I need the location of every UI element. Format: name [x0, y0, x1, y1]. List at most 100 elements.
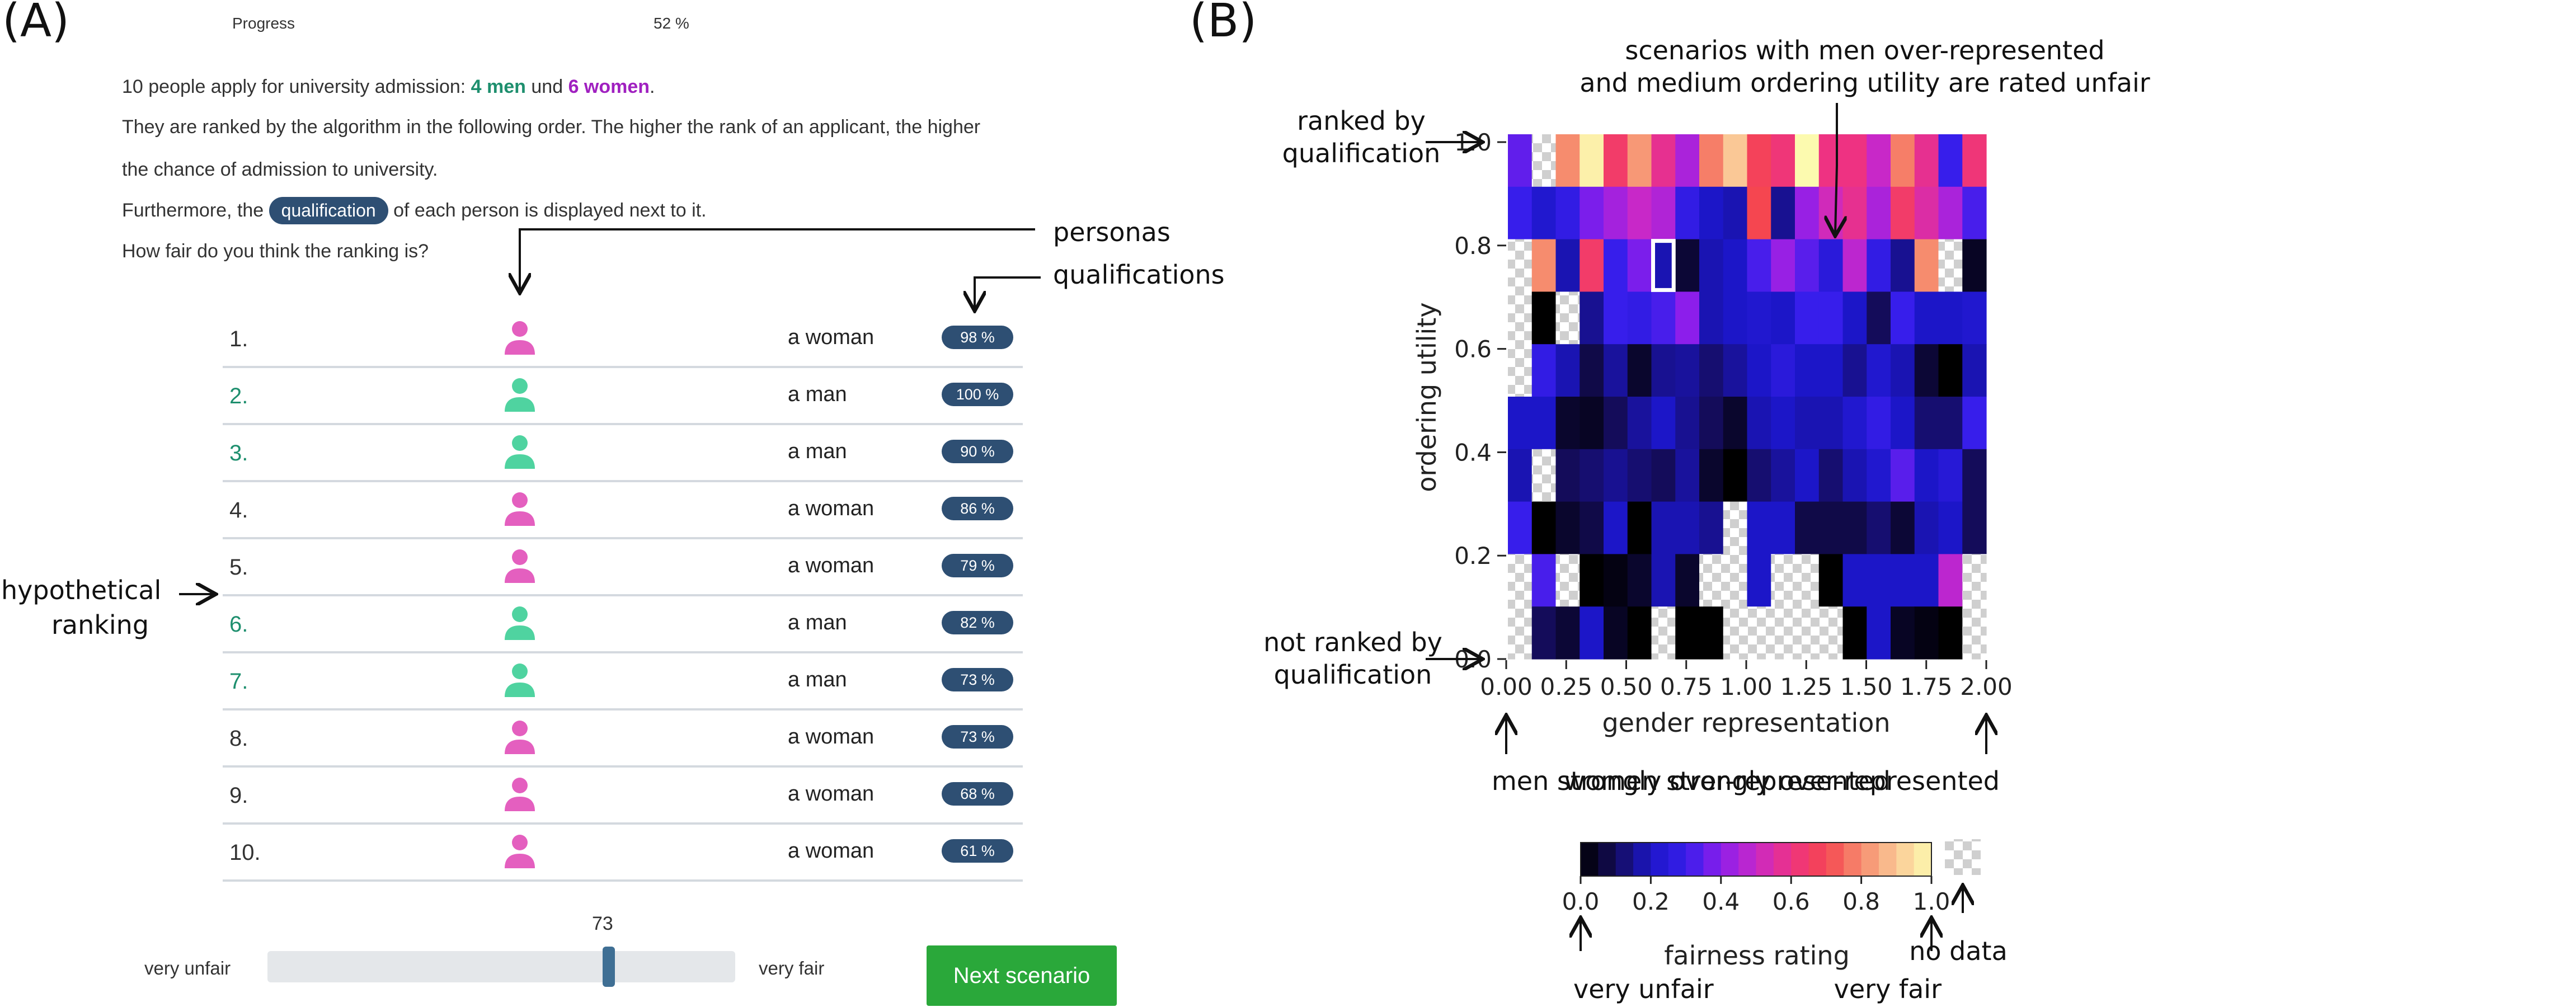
- heatmap-cell: [1867, 606, 1891, 660]
- persona-label: a woman: [788, 326, 875, 349]
- not-ranked-annotation-line-1: not ranked by: [1263, 627, 1442, 657]
- heatmap-cell: [1938, 344, 1963, 397]
- heatmap-cell: [1891, 186, 1915, 240]
- heatmap-cell: [1914, 606, 1939, 660]
- persona-label: a man: [788, 440, 847, 463]
- persona-label: a woman: [788, 497, 875, 520]
- colorbar-segment: [1756, 843, 1774, 876]
- heatmap-cell: [1604, 186, 1628, 240]
- men-count: 4 men: [471, 76, 526, 97]
- highlighted-cell: [1651, 239, 1676, 292]
- women-over-represented-annotation: women strongly over-represented: [1564, 766, 2000, 796]
- heatmap-cell-no-data: [1531, 449, 1557, 502]
- y-tick-label: 0.2: [1454, 542, 1492, 570]
- heatmap-cell: [1771, 397, 1795, 450]
- heatmap-cell: [1675, 554, 1700, 607]
- heatmap-cell: [1867, 186, 1891, 240]
- rank-number: 4.: [229, 498, 248, 523]
- heatmap-cell: [1508, 501, 1533, 554]
- colorbar-segment: [1861, 843, 1879, 876]
- heatmap-cell: [1723, 186, 1748, 240]
- heatmap-cell: [1891, 239, 1915, 292]
- colorbar-tick-label: 0.0: [1562, 888, 1600, 915]
- heatmap-cell: [1914, 397, 1939, 450]
- heatmap-cell: [1818, 239, 1844, 292]
- heatmap-cell: [1531, 397, 1557, 450]
- fairness-slider-thumb[interactable]: [603, 947, 615, 987]
- progress-value: 52 %: [654, 15, 689, 32]
- heatmap-cell: [1555, 397, 1580, 450]
- no-data-annotation: no data: [1909, 936, 2008, 966]
- qualification-badge: 61 %: [942, 839, 1013, 863]
- heatmap-cell: [1723, 291, 1748, 345]
- heatmap-cell: [1747, 501, 1771, 554]
- heatmap-cell: [1842, 397, 1867, 450]
- ranking-row: 10. a woman 61 %: [223, 822, 1023, 882]
- heatmap-cell: [1651, 397, 1676, 450]
- instruction-line-3: the chance of admission to university.: [122, 159, 438, 180]
- persona-label: a man: [788, 611, 847, 634]
- heatmap-cell: [1818, 501, 1844, 554]
- rank-number: 9.: [229, 783, 248, 808]
- heatmap-cell-no-data: [1651, 606, 1676, 660]
- qualification-badge: 98 %: [942, 326, 1013, 349]
- heatmap-cell: [1555, 344, 1580, 397]
- instruction-line-4-post: of each person is displayed next to it.: [388, 200, 707, 221]
- heatmap-cell-no-data: [1508, 606, 1533, 660]
- heatmap-cell-no-data: [1723, 554, 1748, 607]
- y-tick-label: 0.4: [1454, 439, 1492, 466]
- colorbar-tick-label: 1.0: [1913, 888, 1950, 915]
- heatmap-cell: [1962, 134, 1987, 187]
- heatmap-cell: [1842, 554, 1867, 607]
- heatmap-cell: [1580, 291, 1604, 345]
- heatmap-cell: [1699, 606, 1724, 660]
- heatmap-cell-no-data: [1771, 606, 1795, 660]
- qualification-badge: 100 %: [942, 383, 1013, 406]
- heatmap-cell: [1580, 344, 1604, 397]
- men-over-represented-annotation: men strongly over-represented: [1492, 766, 1891, 796]
- woman-person-icon: [502, 547, 537, 584]
- heatmap-cell: [1747, 397, 1771, 450]
- heatmap-cell: [1699, 397, 1724, 450]
- heatmap-cell: [1938, 449, 1963, 502]
- heatmap-cell: [1771, 344, 1795, 397]
- ranking-annotation: ranking: [51, 610, 149, 640]
- rank-number: 7.: [229, 669, 248, 694]
- fairness-slider-track[interactable]: [267, 951, 735, 982]
- ranked-by-annotation-line-2: qualification: [1282, 138, 1441, 168]
- y-axis-label: ordering utility: [1412, 302, 1442, 492]
- heatmap-cell: [1555, 501, 1580, 554]
- y-tick-label: 0.8: [1454, 232, 1492, 260]
- ranking-row: 5. a woman 79 %: [223, 537, 1023, 596]
- qualification-badge: 73 %: [942, 725, 1013, 749]
- heatmap-cell: [1675, 501, 1700, 554]
- heatmap-cell: [1555, 134, 1580, 187]
- unfair-scenarios-annotation-line-1: scenarios with men over-represented: [1625, 35, 2104, 65]
- ranking-row: 4. a woman 86 %: [223, 480, 1023, 539]
- rank-number: 6.: [229, 612, 248, 637]
- colorbar-segment: [1826, 843, 1844, 876]
- ranking-row: 9. a woman 68 %: [223, 765, 1023, 825]
- man-person-icon: [502, 661, 537, 698]
- panel-b-tag: (B): [1190, 0, 1257, 48]
- heatmap-cell: [1771, 449, 1795, 502]
- heatmap-cell: [1867, 239, 1891, 292]
- heatmap-cell: [1651, 449, 1676, 502]
- heatmap-cell: [1747, 134, 1771, 187]
- heatmap-cell: [1962, 186, 1987, 240]
- fairness-heatmap: 0.00 0.25 0.50 0.75 1.00 1.25 1.50 1.75 2.00 0.0 0…: [1263, 35, 2150, 1004]
- colorbar-segment: [1773, 843, 1792, 876]
- heatmap-cell: [1604, 239, 1628, 292]
- next-scenario-button[interactable]: Next scenario: [927, 945, 1117, 1006]
- heatmap-cell: [1938, 501, 1963, 554]
- colorbar-label: fairness rating: [1664, 940, 1850, 971]
- instruction-line-4-pre: Furthermore, the: [122, 200, 269, 221]
- heatmap-cell: [1531, 344, 1557, 397]
- woman-person-icon: [502, 832, 537, 869]
- colorbar-segment: [1808, 843, 1827, 876]
- ranking-row: 8. a woman 73 %: [223, 708, 1023, 768]
- heatmap-cell: [1699, 449, 1724, 502]
- heatmap-cell-no-data: [1699, 554, 1724, 607]
- heatmap-cell: [1627, 344, 1652, 397]
- colorbar-segment: [1721, 843, 1739, 876]
